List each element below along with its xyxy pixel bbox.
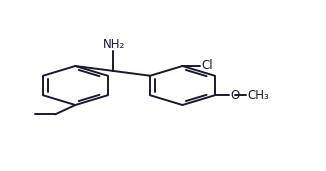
Text: O: O bbox=[230, 89, 239, 102]
Text: CH₃: CH₃ bbox=[247, 89, 269, 102]
Text: NH₂: NH₂ bbox=[103, 37, 125, 50]
Text: Cl: Cl bbox=[201, 60, 213, 73]
